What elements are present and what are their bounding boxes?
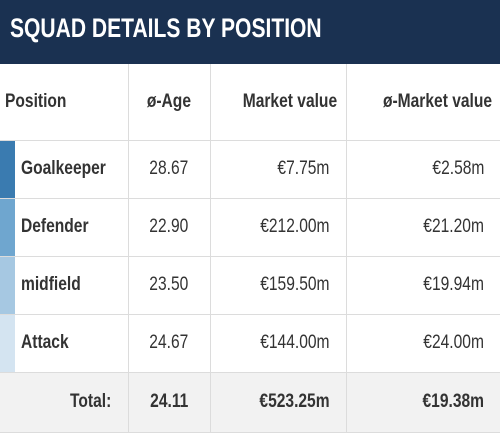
position-name: Goalkeeper (21, 158, 106, 179)
position-name: Defender (21, 216, 89, 237)
position-name: Attack (21, 332, 69, 353)
avg-market-value-cell: €21.20m (346, 198, 500, 257)
age-cell: 23.50 (128, 256, 211, 315)
widget-header: SQUAD DETAILS BY POSITION (0, 0, 500, 64)
table-header-row: Position ø-Age Market value ø-Market val… (0, 64, 500, 141)
table-row: Defender 22.90 €212.00m €21.20m (0, 198, 500, 257)
column-header-market-value[interactable]: Market value (210, 64, 347, 141)
avg-market-value-cell: €24.00m (346, 314, 500, 373)
position-cell: Defender (0, 198, 129, 257)
market-value-cell: €144.00m (210, 314, 347, 373)
position-color-bar (0, 256, 15, 313)
market-value-cell: €7.75m (210, 140, 347, 199)
table-row: midfield 23.50 €159.50m €19.94m (0, 256, 500, 315)
age-cell: 22.90 (128, 198, 211, 257)
position-name: midfield (21, 274, 81, 295)
column-header-position[interactable]: Position (0, 64, 129, 141)
position-cell: Goalkeeper (0, 140, 129, 199)
total-market-value: €523.25m (210, 372, 347, 433)
market-value-cell: €212.00m (210, 198, 347, 257)
position-cell: Attack (0, 314, 129, 373)
position-color-bar (0, 314, 15, 371)
table-row: Attack 24.67 €144.00m €24.00m (0, 314, 500, 373)
column-header-avg-market-value[interactable]: ø-Market value (346, 64, 500, 141)
age-cell: 28.67 (128, 140, 211, 199)
position-cell: midfield (0, 256, 129, 315)
total-row: Total: 24.11 €523.25m €19.38m (0, 372, 500, 433)
avg-market-value-cell: €19.94m (346, 256, 500, 315)
position-color-bar (0, 198, 15, 255)
market-value-cell: €159.50m (210, 256, 347, 315)
avg-market-value-cell: €2.58m (346, 140, 500, 199)
total-avg-market-value: €19.38m (346, 372, 500, 433)
table-row: Goalkeeper 28.67 €7.75m €2.58m (0, 140, 500, 199)
total-label: Total: (0, 372, 129, 433)
widget-title: SQUAD DETAILS BY POSITION (10, 13, 322, 43)
column-header-age[interactable]: ø-Age (128, 64, 211, 141)
position-color-bar (0, 140, 15, 197)
squad-table: Position ø-Age Market value ø-Market val… (0, 64, 500, 433)
total-age: 24.11 (128, 372, 211, 433)
age-cell: 24.67 (128, 314, 211, 373)
